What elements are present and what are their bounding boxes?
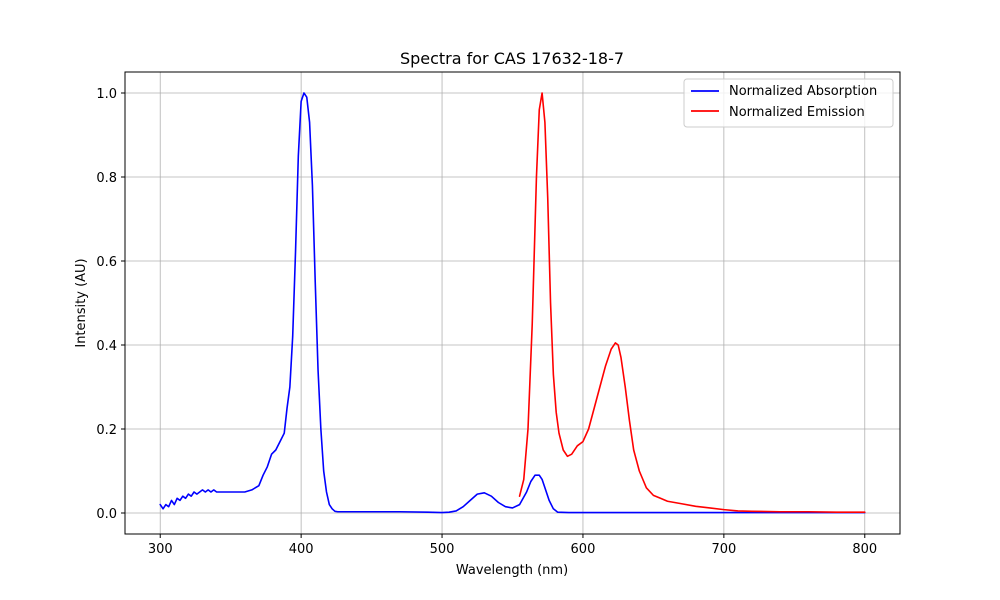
x-tick-label: 500 — [430, 542, 455, 557]
series-line-absorption — [159, 92, 866, 514]
legend-box — [683, 78, 894, 128]
y-tick-label: 0.4 — [96, 339, 117, 354]
x-tick-label: 700 — [711, 542, 736, 557]
legend-label-absorption: Normalized Absorption — [729, 84, 877, 99]
series-line-emission — [518, 92, 866, 513]
chart-title: Spectra for CAS 17632-18-7 — [400, 49, 624, 68]
y-axis-label: Intensity (AU) — [74, 258, 89, 347]
x-tick-label: 600 — [571, 542, 596, 557]
y-tick-label: 0.8 — [96, 171, 117, 186]
x-axis-label: Wavelength (nm) — [456, 563, 568, 578]
x-tick-label: 800 — [852, 542, 877, 557]
x-tick-label: 300 — [148, 542, 173, 557]
ticks: 300 400 500 600 700 800 0.0 0.2 0.4 0.6 0.8 1.0 — [96, 87, 877, 557]
y-tick-label: 0.6 — [96, 255, 117, 270]
y-tick-label: 0.2 — [96, 423, 117, 438]
legend-label-emission: Normalized Emission — [729, 105, 865, 120]
y-tick-label: 0.0 — [96, 507, 117, 522]
series-layer — [159, 92, 866, 514]
plot-frame — [124, 71, 901, 535]
y-tick-label: 1.0 — [96, 87, 117, 102]
legend: Normalized Absorption Normalized Emissio… — [683, 78, 894, 128]
x-tick-label: 400 — [289, 542, 314, 557]
